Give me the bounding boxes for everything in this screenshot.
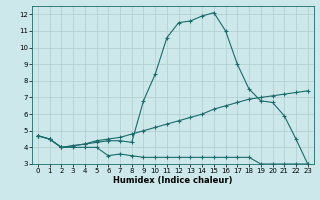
X-axis label: Humidex (Indice chaleur): Humidex (Indice chaleur) bbox=[113, 176, 233, 185]
